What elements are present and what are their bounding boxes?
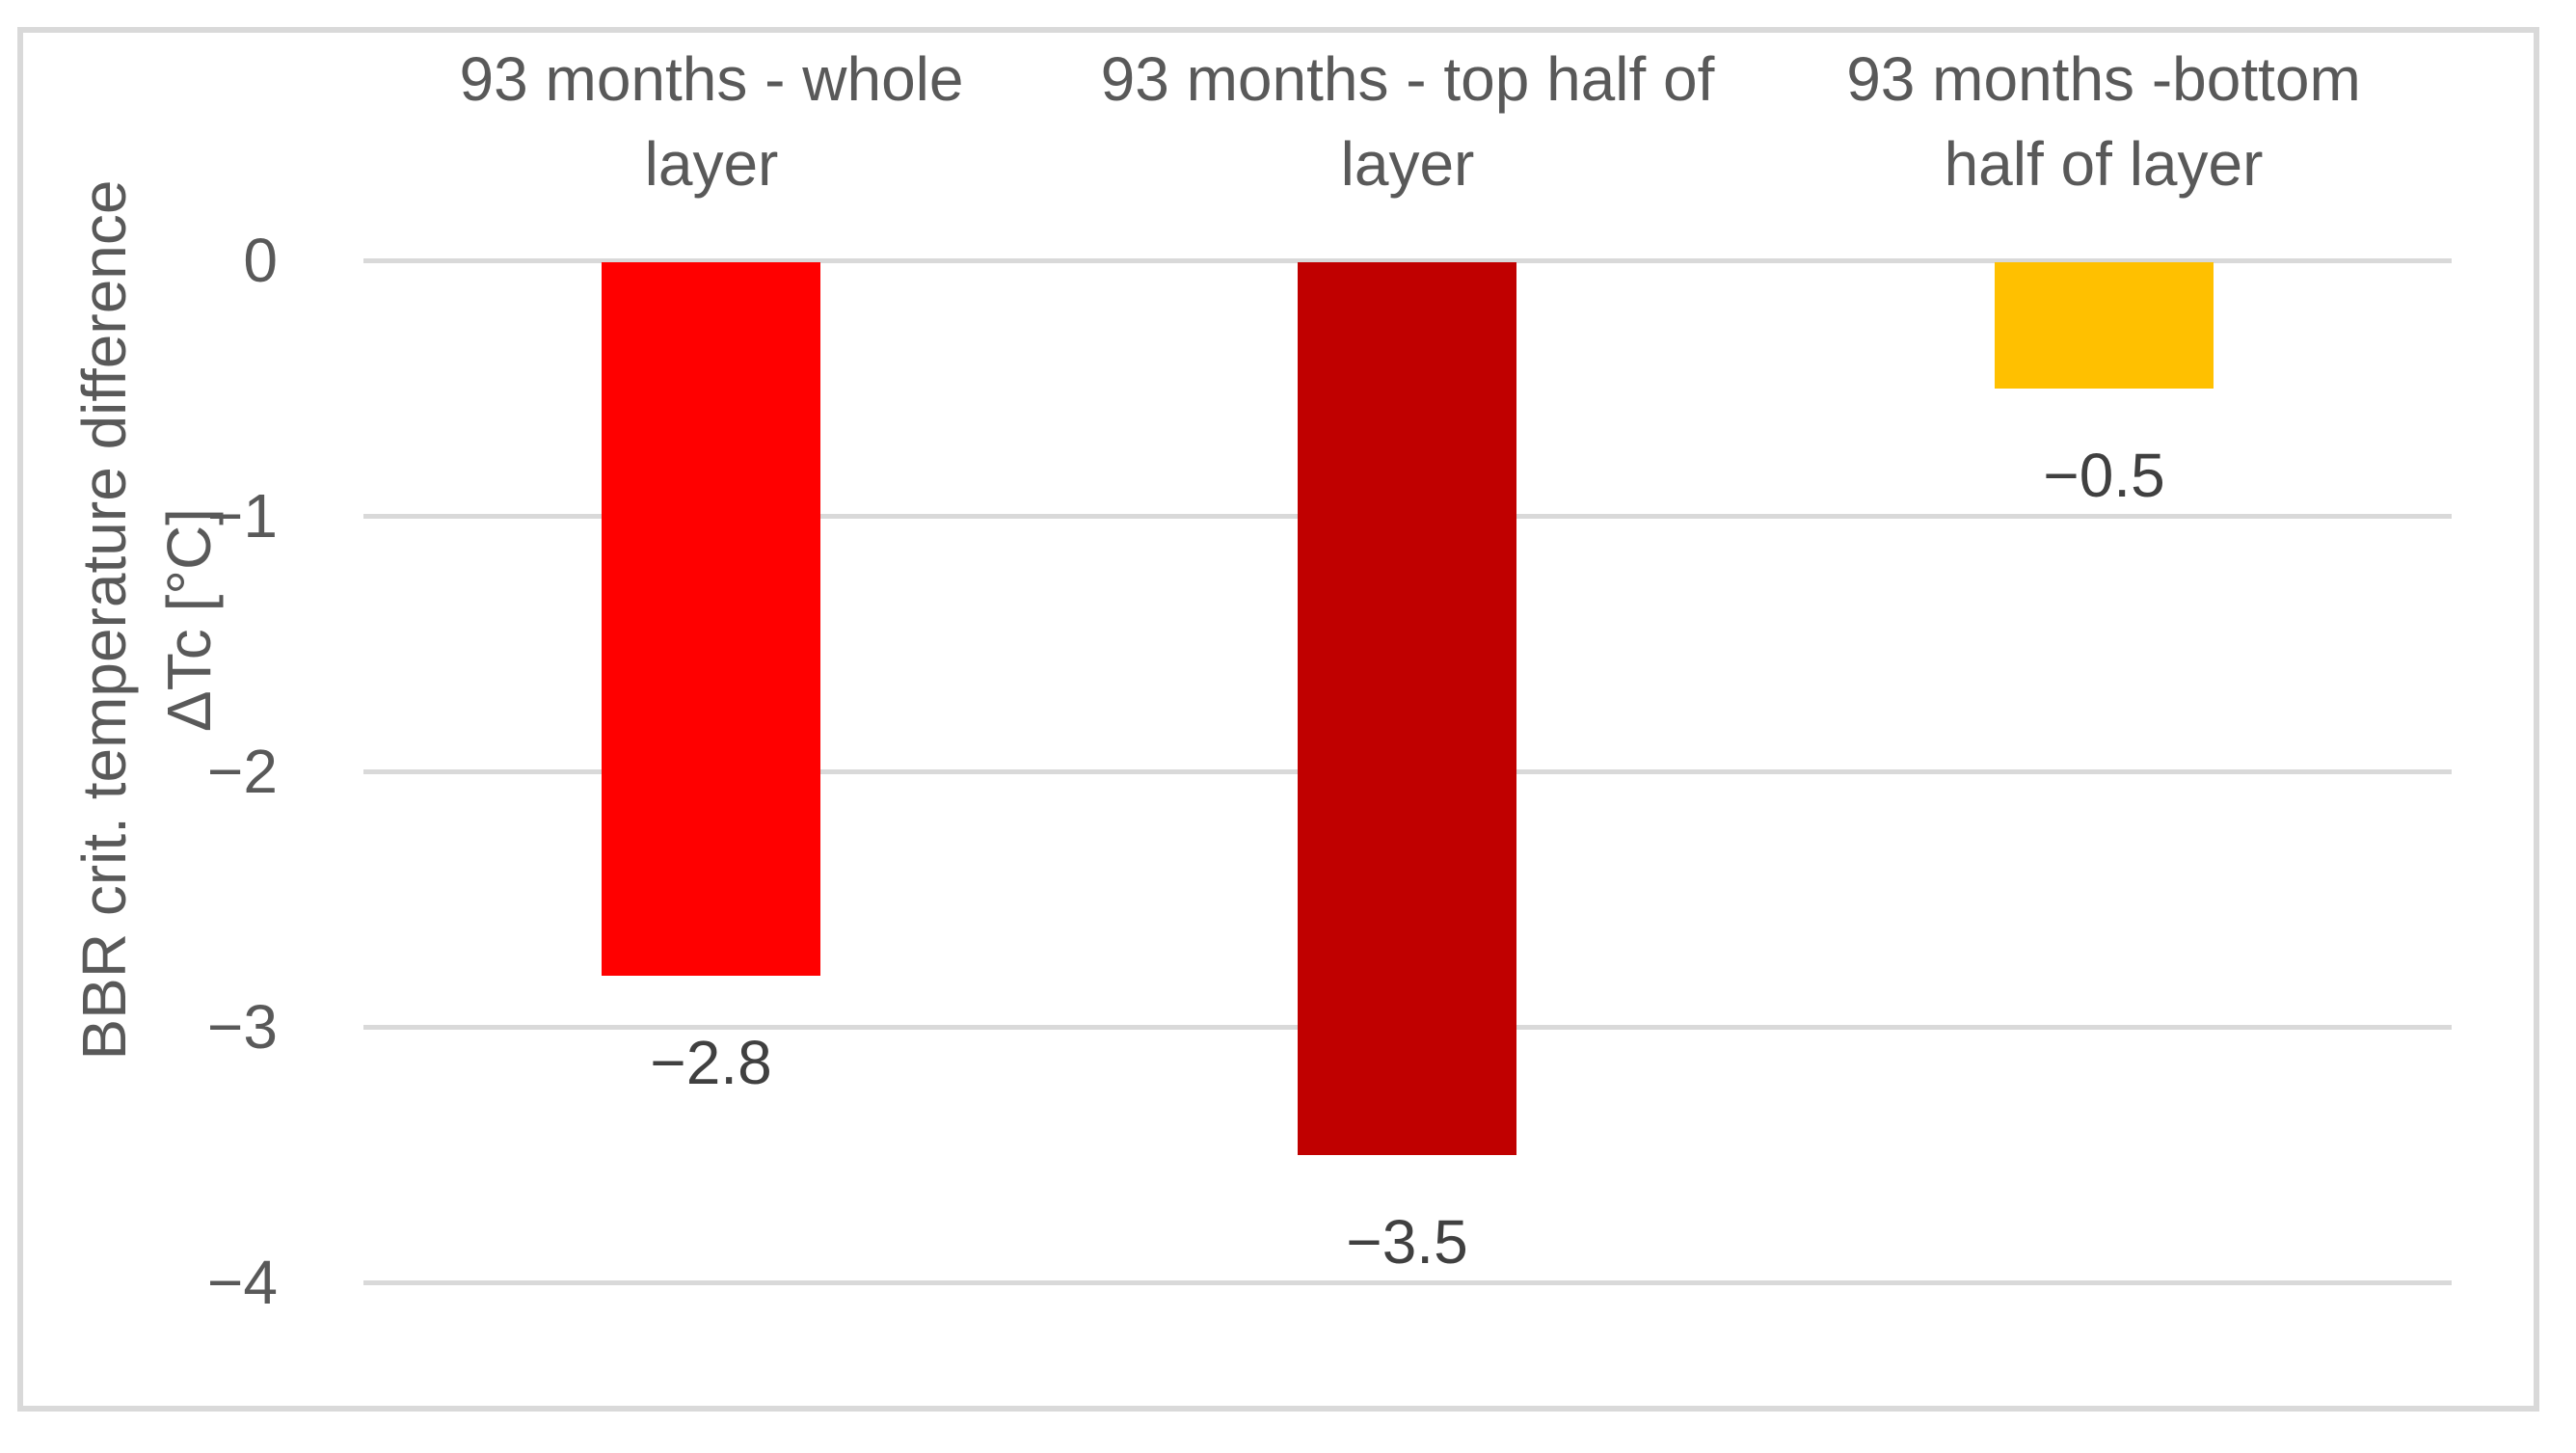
y-tick-label-0: 0 (243, 226, 278, 295)
category-label-line: half of layer (1944, 129, 2264, 199)
bar-bottom-half (1995, 262, 2214, 389)
y-tick-label-minus1: −1 (207, 481, 278, 551)
chart-border (17, 27, 2539, 1412)
y-tick-label-minus3: −3 (207, 992, 278, 1062)
data-label-bottom-half: −0.5 (2043, 441, 2165, 510)
data-label-top-half: −3.5 (1346, 1207, 1468, 1277)
category-label-line: layer (644, 129, 779, 199)
y-tick-label-minus2: −2 (207, 737, 278, 806)
data-label-whole-layer: −2.8 (650, 1028, 772, 1097)
category-label-bottom-half: 93 months -bottom half of layer (1756, 37, 2452, 206)
gridline-0 (363, 258, 2452, 263)
category-label-top-half: 93 months - top half of layer (1060, 37, 1756, 206)
category-label-whole-layer: 93 months - whole layer (363, 37, 1060, 206)
bar-top-half (1298, 262, 1516, 1155)
category-label-line: 93 months -bottom (1846, 44, 2361, 114)
bar-whole-layer (602, 262, 820, 976)
category-label-line: layer (1340, 129, 1475, 199)
category-label-line: 93 months - whole (459, 44, 964, 114)
y-tick-label-minus4: −4 (207, 1248, 278, 1317)
gridline-minus4 (363, 1280, 2452, 1285)
category-label-line: 93 months - top half of (1100, 44, 1715, 114)
